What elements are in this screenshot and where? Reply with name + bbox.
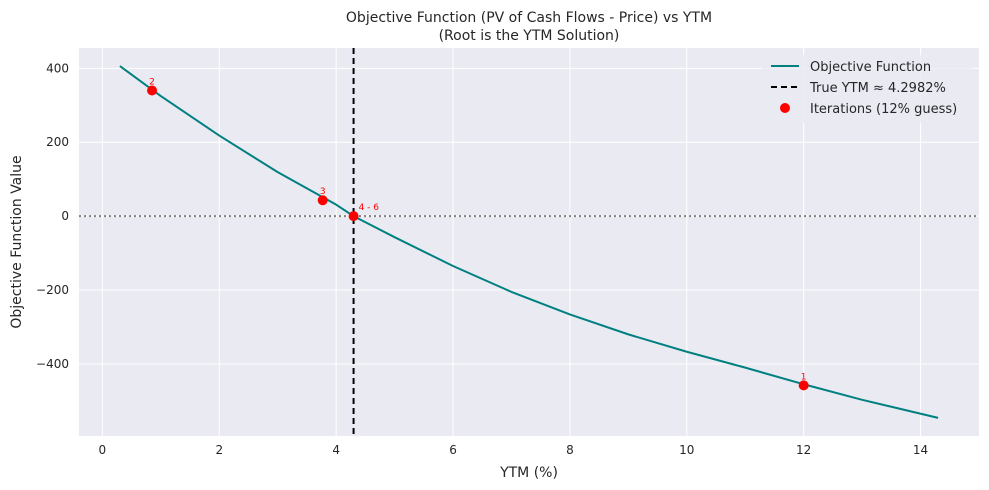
x-tick-label: 6: [449, 443, 457, 457]
legend-marker-swatch: [780, 103, 790, 113]
y-axis-ticks: 400 200 0 −200 −400: [36, 61, 69, 371]
x-tick-label: 14: [913, 443, 928, 457]
iteration-label: 3: [320, 187, 326, 197]
legend-label-iterations: Iterations (12% guess): [810, 102, 957, 117]
iteration-label: 1: [801, 372, 807, 382]
x-tick-label: 4: [332, 443, 340, 457]
x-tick-label: 12: [796, 443, 811, 457]
objective-function-line: [119, 65, 939, 419]
y-tick-label: 0: [61, 209, 69, 223]
chart-subtitle: (Root is the YTM Solution): [439, 28, 620, 44]
y-tick-label: 400: [46, 61, 69, 75]
legend-label-objective: Objective Function: [810, 60, 931, 75]
objective-function-series: [119, 65, 939, 419]
y-tick-label: −400: [36, 357, 69, 371]
x-axis-label: YTM (%): [499, 465, 558, 481]
iteration-point: [348, 211, 359, 222]
y-axis-label: Objective Function Value: [9, 155, 25, 328]
iteration-label: 2: [149, 77, 155, 87]
iteration-label: 4 - 6: [359, 203, 380, 213]
y-tick-label: −200: [36, 283, 69, 297]
iteration-points: 1 2 3 4 - 6: [147, 77, 809, 391]
x-tick-label: 2: [215, 443, 223, 457]
y-tick-label: 200: [46, 135, 69, 149]
iteration-point: [147, 85, 158, 96]
iteration-point: [798, 380, 809, 391]
x-tick-label: 8: [566, 443, 574, 457]
chart-title: Objective Function (PV of Cash Flows - P…: [346, 10, 712, 26]
legend-box: [762, 55, 972, 123]
x-tick-label: 10: [679, 443, 694, 457]
x-axis-ticks: 0 2 4 6 8 10 12 14: [99, 443, 929, 457]
x-tick-label: 0: [99, 443, 107, 457]
iteration-point: [317, 195, 328, 206]
legend-label-true-ytm: True YTM ≈ 4.2982%: [809, 81, 946, 96]
legend: Objective Function True YTM ≈ 4.2982% It…: [762, 55, 972, 123]
